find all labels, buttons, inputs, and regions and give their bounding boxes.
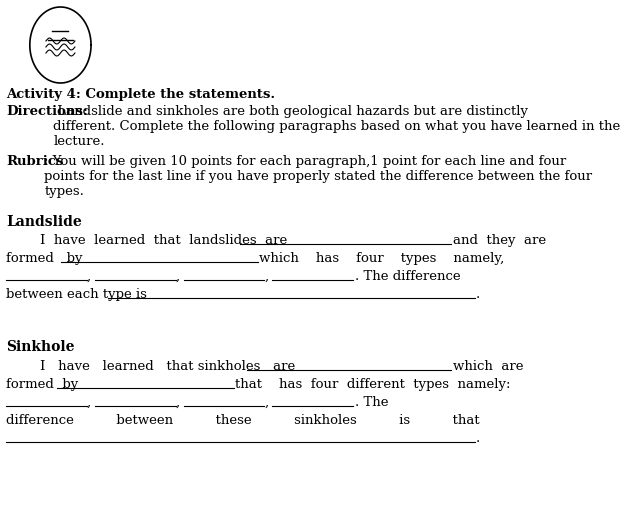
Text: ,: , — [87, 270, 91, 283]
Text: ,: , — [264, 396, 269, 409]
Text: : You will be given 10 points for each paragraph,1 point for each line and four
: : You will be given 10 points for each p… — [44, 155, 593, 198]
Text: and  they  are: and they are — [453, 234, 546, 247]
Text: I  have  learned  that  landslides  are: I have learned that landslides are — [6, 234, 288, 247]
Text: Sinkhole: Sinkhole — [6, 340, 75, 354]
Text: ,: , — [87, 396, 91, 409]
Text: difference          between          these          sinkholes          is       : difference between these sinkholes is — [6, 414, 480, 427]
Text: . The: . The — [355, 396, 388, 409]
Text: ,: , — [175, 396, 180, 409]
Text: Landslide: Landslide — [6, 215, 82, 229]
Text: .: . — [476, 432, 480, 445]
Text: which    has    four    types    namely,: which has four types namely, — [260, 252, 505, 265]
Text: formed   by: formed by — [6, 252, 83, 265]
Text: that    has  four  different  types  namely:: that has four different types namely: — [235, 378, 511, 391]
Text: which  are: which are — [453, 360, 523, 373]
Text: Landslide and sinkholes are both geological hazards but are distinctly
different: Landslide and sinkholes are both geologi… — [53, 105, 620, 148]
Text: formed  by: formed by — [6, 378, 78, 391]
Text: Directions:: Directions: — [6, 105, 88, 118]
Text: Activity 4: Complete the statements.: Activity 4: Complete the statements. — [6, 88, 276, 101]
Text: I   have   learned   that sinkholes   are: I have learned that sinkholes are — [6, 360, 295, 373]
Text: ,: , — [264, 270, 269, 283]
Text: .: . — [476, 288, 480, 301]
Text: . The difference: . The difference — [355, 270, 460, 283]
Text: ,: , — [175, 270, 180, 283]
Text: between each type is: between each type is — [6, 288, 147, 301]
Text: Rubrics: Rubrics — [6, 155, 64, 168]
